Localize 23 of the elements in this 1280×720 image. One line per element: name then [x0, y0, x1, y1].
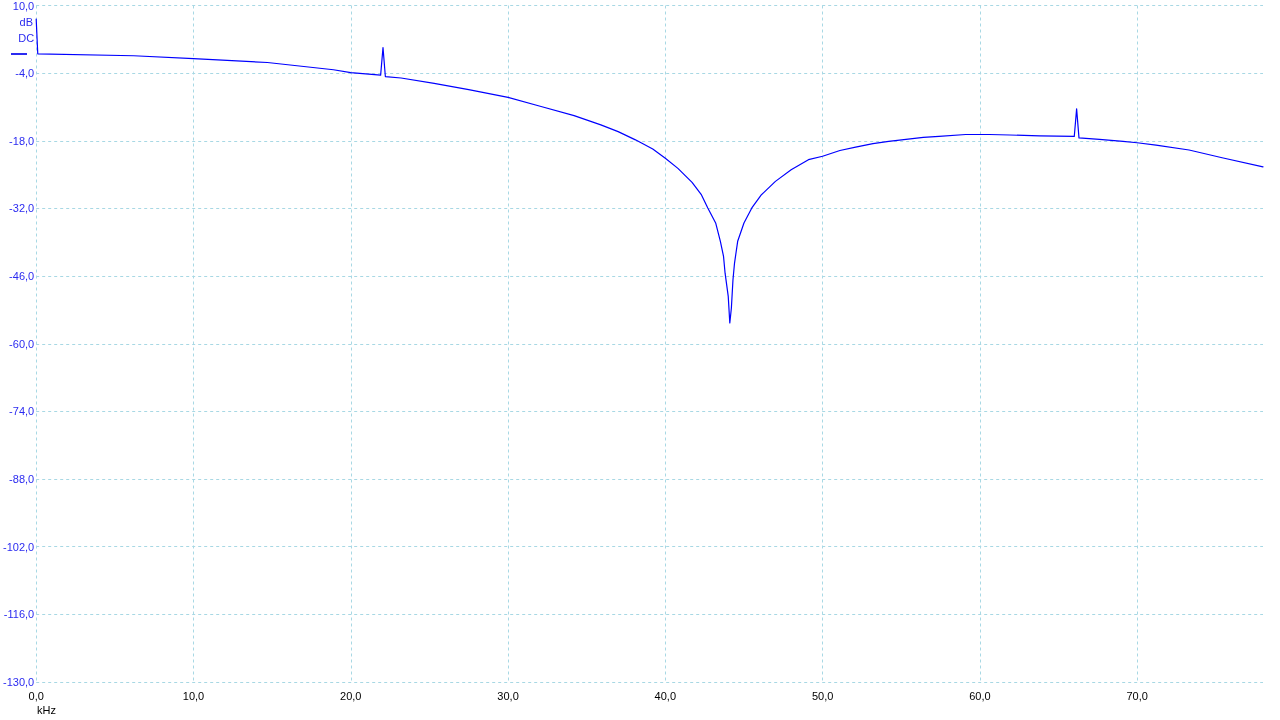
y-axis-title: dB — [19, 16, 33, 28]
x-tick-label: 20,0 — [340, 689, 362, 702]
y-tick-label: 10,0 — [12, 0, 35, 12]
y-tick-label: -32,0 — [9, 202, 35, 215]
x-tick-label: 60,0 — [969, 689, 991, 702]
y-tick-label: -102,0 — [2, 540, 35, 553]
y-tick-label: -18,0 — [9, 134, 35, 147]
x-tick-label: 40,0 — [654, 689, 677, 702]
x-tick-label: 70,0 — [1126, 689, 1148, 702]
x-tick-label: 30,0 — [497, 689, 519, 702]
y-tick-label: -130,0 — [2, 676, 35, 688]
line-series — [35, 18, 1264, 324]
y-tick-label: -88,0 — [9, 473, 35, 486]
y-tick-label: -60,0 — [9, 337, 35, 350]
y-tick-label: -4,0 — [15, 67, 35, 80]
x-tick-label: 10,0 — [182, 689, 205, 702]
x-tick-label: 0,0 — [28, 689, 44, 702]
y-tick-label: -74,0 — [9, 405, 35, 418]
annotation: DC — [18, 31, 35, 44]
x-tick-label: 50,0 — [811, 689, 834, 702]
x-axis-title: kHz — [37, 703, 56, 716]
y-tick-label: -46,0 — [9, 270, 35, 283]
y-tick-label: -116,0 — [3, 608, 35, 621]
